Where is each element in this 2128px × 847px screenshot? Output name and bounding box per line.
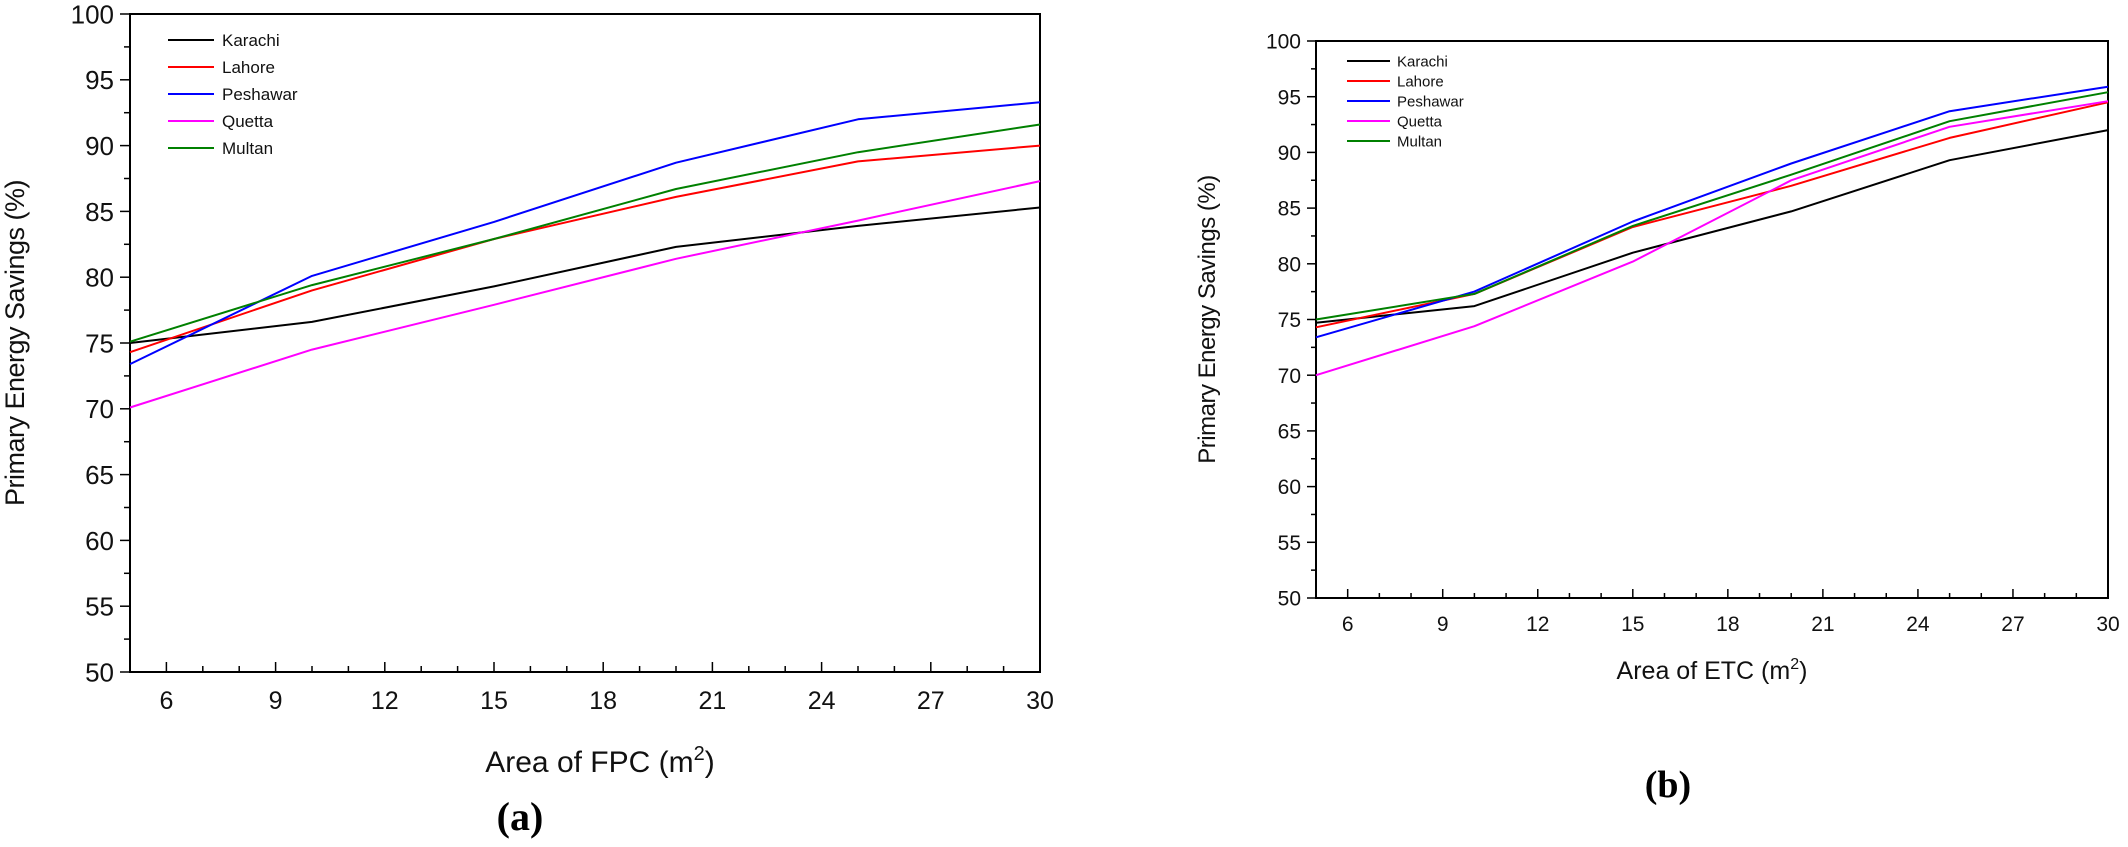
y-axis-label: Primary Energy Savings (%) (1194, 175, 1221, 463)
x-tick-label: 27 (2001, 613, 2024, 636)
series-line-lahore (129, 144, 1041, 354)
y-tick-label: 90 (1278, 142, 1301, 165)
y-tick-label: 50 (1278, 588, 1301, 611)
x-tick-label: 6 (1342, 613, 1354, 636)
y-tick-label: 65 (85, 460, 114, 490)
x-tick-label: 12 (1526, 613, 1549, 636)
y-tick-label: 95 (85, 65, 114, 95)
x-tick-label: 18 (589, 687, 617, 715)
x-tick-label: 9 (269, 687, 283, 715)
y-tick-label: 80 (1278, 253, 1301, 276)
y-tick-label: 60 (85, 526, 114, 556)
series-line-quetta (129, 180, 1041, 409)
y-tick-label: 85 (1278, 198, 1301, 221)
panel-label: (b) (1645, 764, 1691, 806)
y-tick-label: 75 (1278, 309, 1301, 332)
y-tick-label: 75 (85, 328, 114, 358)
y-tick-label: 60 (1278, 476, 1301, 499)
legend-label: Quetta (1397, 113, 1443, 130)
y-tick-label: 100 (71, 0, 114, 29)
x-tick-label: 30 (1026, 687, 1054, 715)
y-tick-label: 95 (1278, 86, 1301, 109)
chart-panel-b: 6 9 12 15 18 21 24 27 30 50 55 60 65 70 75 80 85 90 95 100 A… (1194, 31, 2120, 806)
x-tick-label: 18 (1716, 613, 1739, 636)
legend: Karachi Lahore Peshawar Quetta Multan (1347, 53, 1464, 150)
y-tick-label: 70 (85, 394, 114, 424)
series-line-karachi (129, 206, 1041, 344)
x-tick-label: 15 (480, 687, 508, 715)
y-tick-label: 50 (85, 657, 114, 687)
series-line-karachi (1315, 129, 2109, 324)
x-tick-label: 27 (917, 687, 945, 715)
x-tick-label: 15 (1621, 613, 1644, 636)
legend-label: Multan (222, 139, 273, 158)
x-tick-label: 21 (698, 687, 726, 715)
x-tick-label: 30 (2096, 613, 2119, 636)
legend-label: Multan (1397, 133, 1442, 150)
x-axis-label: Area of ETC (m2) (1617, 656, 1808, 685)
panel-label: (a) (497, 794, 544, 839)
y-tick-label: 90 (85, 131, 114, 161)
y-tick-label: 55 (85, 592, 114, 622)
y-tick-label: 55 (1278, 532, 1301, 555)
y-axis-label: Primary Energy Savings (%) (0, 180, 30, 506)
legend-label: Peshawar (1397, 93, 1464, 110)
x-axis-label: Area of FPC (m2) (485, 743, 715, 779)
legend-label: Karachi (1397, 53, 1448, 70)
series-line-multan (129, 123, 1041, 343)
series-line-multan (1315, 91, 2109, 321)
x-tick-label: 9 (1437, 613, 1449, 636)
series-line-quetta (1315, 100, 2109, 377)
legend: Karachi Lahore Peshawar Quetta Multan (168, 31, 298, 158)
legend-label: Lahore (222, 58, 275, 77)
legend-label: Quetta (222, 112, 274, 131)
x-tick-label: 12 (371, 687, 399, 715)
y-tick-label: 100 (1266, 31, 1301, 54)
y-tick-label: 80 (85, 263, 114, 293)
legend-label: Karachi (222, 31, 280, 50)
x-tick-label: 24 (1906, 613, 1930, 636)
x-tick-label: 21 (1811, 613, 1834, 636)
series-line-peshawar (1315, 85, 2109, 339)
legend-label: Lahore (1397, 73, 1444, 90)
y-tick-label: 85 (85, 197, 114, 227)
legend-label: Peshawar (222, 85, 298, 104)
chart-panel-a: 6 9 12 15 18 21 24 27 30 50 55 60 65 70 75 80 85 90 95 100 A… (0, 0, 1054, 839)
y-tick-label: 65 (1278, 420, 1301, 443)
y-tick-label: 70 (1278, 365, 1301, 388)
x-tick-label: 6 (159, 687, 173, 715)
x-tick-label: 24 (808, 687, 836, 715)
series-line-peshawar (129, 101, 1041, 365)
